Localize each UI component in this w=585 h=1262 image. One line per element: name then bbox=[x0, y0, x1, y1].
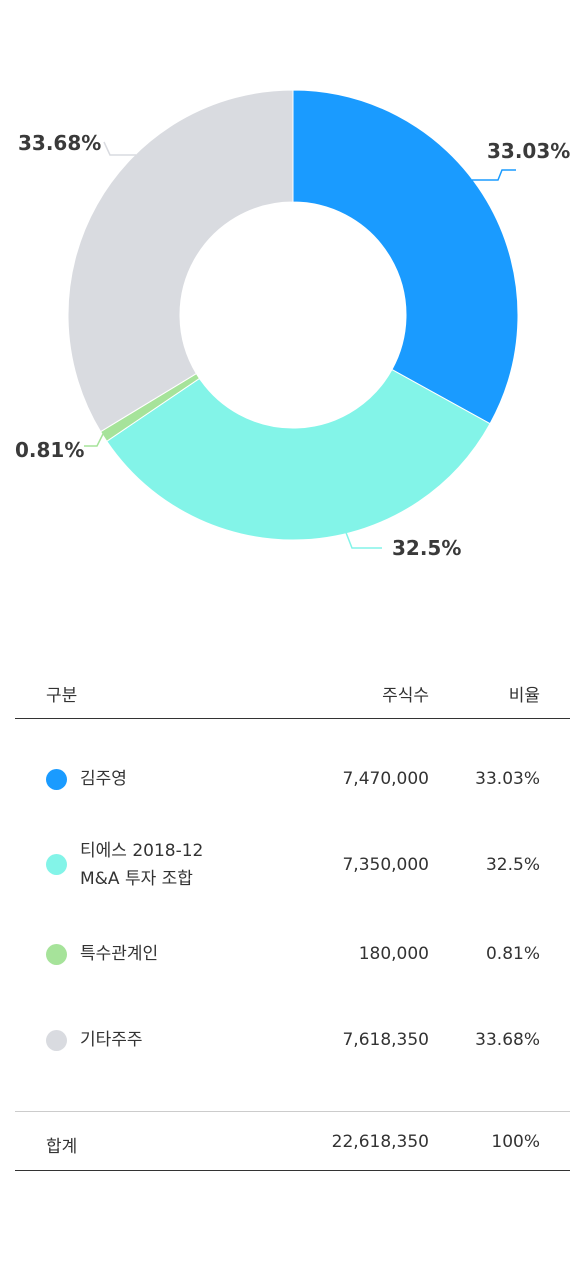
total-ratio: 100% bbox=[491, 1132, 540, 1152]
table-footer: 합계 22,618,350 100% bbox=[15, 1112, 570, 1171]
table-row: 티에스 2018-12 M&A 투자 조합 7,350,000 32.5% bbox=[15, 837, 570, 893]
leader-line-mint bbox=[344, 529, 382, 549]
row-shares: 7,618,350 bbox=[342, 1030, 429, 1050]
legend-dot-green bbox=[46, 944, 67, 965]
row-shares: 7,470,000 bbox=[342, 769, 429, 789]
header-shares: 주식수 bbox=[382, 686, 429, 706]
table-header: 구분 주식수 비율 bbox=[15, 660, 570, 719]
legend-dot-mint bbox=[46, 854, 67, 875]
leader-line-green bbox=[84, 431, 105, 447]
donut-chart: 33.03% 32.5% 0.81% 33.68% bbox=[0, 0, 585, 600]
row-ratio: 32.5% bbox=[485, 855, 540, 875]
data-label-mint: 32.5% bbox=[392, 536, 461, 560]
donut-chart-svg: 33.03% 32.5% 0.81% 33.68% bbox=[15, 89, 570, 560]
donut-slice-blue bbox=[292, 89, 519, 425]
total-label: 합계 bbox=[46, 1137, 78, 1157]
legend-dot-blue bbox=[46, 769, 67, 790]
row-name: 기타주주 bbox=[80, 1030, 143, 1050]
data-label-blue: 33.03% bbox=[487, 139, 570, 163]
row-shares: 7,350,000 bbox=[342, 855, 429, 875]
total-shares: 22,618,350 bbox=[331, 1132, 429, 1152]
row-name-line1: 티에스 2018-12 bbox=[80, 841, 204, 861]
leader-line-gray bbox=[103, 141, 136, 156]
table-row: 기타주주 7,618,350 33.68% bbox=[15, 1026, 570, 1056]
leader-line-blue bbox=[472, 169, 516, 181]
row-ratio: 0.81% bbox=[485, 944, 540, 964]
header-ratio: 비율 bbox=[508, 686, 540, 706]
donut-slice-mint bbox=[106, 368, 491, 541]
row-ratio: 33.03% bbox=[475, 769, 540, 789]
row-name: 특수관계인 bbox=[80, 944, 159, 964]
legend-dot-gray bbox=[46, 1030, 67, 1051]
row-shares: 180,000 bbox=[358, 944, 429, 964]
table-row: 특수관계인 180,000 0.81% bbox=[15, 940, 570, 970]
row-ratio: 33.68% bbox=[475, 1030, 540, 1050]
data-label-green: 0.81% bbox=[15, 438, 84, 462]
row-name-line2: M&A 투자 조합 bbox=[80, 869, 193, 889]
header-category: 구분 bbox=[46, 686, 78, 706]
data-label-gray: 33.68% bbox=[18, 131, 101, 155]
table-body: 김주영 7,470,000 33.03% 티에스 2018-12 M&A 투자 … bbox=[15, 719, 570, 1112]
row-name: 김주영 bbox=[80, 769, 127, 789]
donut-slice-gray bbox=[67, 89, 294, 433]
table-row: 김주영 7,470,000 33.03% bbox=[15, 765, 570, 795]
shareholder-table: 구분 주식수 비율 김주영 7,470,000 33.03% 티에스 2018-… bbox=[15, 660, 570, 1171]
